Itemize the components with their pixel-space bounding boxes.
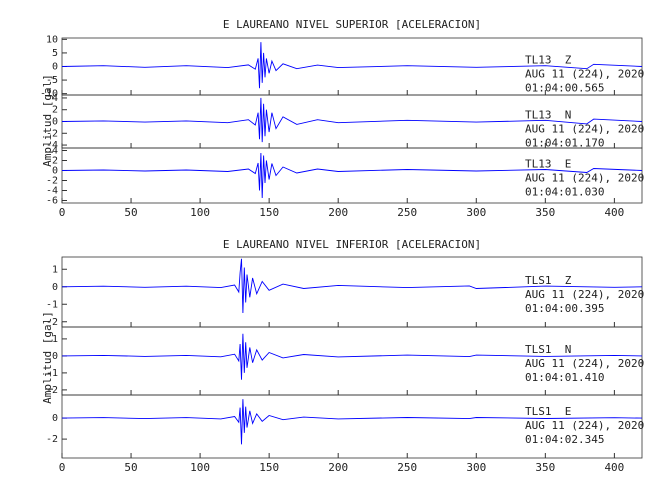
time-label: 01:04:01.410 bbox=[525, 371, 604, 384]
chart-title: E LAUREANO NIVEL SUPERIOR [ACELERACION] bbox=[223, 18, 481, 31]
station-label: TL13 E bbox=[525, 158, 571, 171]
y-tick-label: -2 bbox=[46, 317, 58, 328]
y-tick-label: -5 bbox=[46, 75, 58, 86]
y-tick-label: 4 bbox=[52, 93, 58, 104]
x-tick-label: 350 bbox=[535, 461, 555, 474]
trace bbox=[61, 399, 643, 445]
station-label: TLS1 N bbox=[525, 343, 571, 356]
y-tick-label: 0 bbox=[52, 166, 58, 177]
x-tick-label: 300 bbox=[466, 461, 486, 474]
trace bbox=[61, 333, 643, 380]
trace bbox=[61, 258, 643, 314]
y-tick-label: -2 bbox=[46, 434, 58, 445]
y-tick-label: -2 bbox=[46, 128, 58, 139]
x-tick-label: 150 bbox=[259, 461, 279, 474]
time-label: 01:04:00.395 bbox=[525, 302, 604, 315]
y-tick-label: 2 bbox=[52, 156, 58, 167]
y-tick-label: 0 bbox=[52, 413, 58, 424]
date-label: AUG 11 (224), 2020 bbox=[525, 419, 644, 432]
x-tick-label: 100 bbox=[190, 461, 210, 474]
x-tick-label: 350 bbox=[535, 206, 555, 219]
x-tick-label: 50 bbox=[124, 206, 137, 219]
y-tick-label: -2 bbox=[46, 385, 58, 396]
y-tick-label: -1 bbox=[46, 368, 58, 379]
y-tick-label: 1 bbox=[52, 264, 58, 275]
subplot-frame bbox=[61, 147, 643, 204]
y-tick-label: 0 bbox=[52, 282, 58, 293]
x-tick-label: 150 bbox=[259, 206, 279, 219]
y-tick-label: 0 bbox=[52, 62, 58, 73]
trace bbox=[61, 97, 643, 143]
x-tick-label: 250 bbox=[397, 206, 417, 219]
y-tick-label: -1 bbox=[46, 299, 58, 310]
trace bbox=[61, 42, 643, 89]
y-tick-label: -2 bbox=[46, 176, 58, 187]
time-label: 01:04:00.565 bbox=[525, 82, 604, 95]
subplot-frame bbox=[61, 394, 643, 459]
y-axis-label: Amplitud [gal] bbox=[41, 74, 54, 167]
y-tick-label: 10 bbox=[46, 34, 58, 45]
x-tick-label: 0 bbox=[59, 461, 66, 474]
y-tick-label: 0 bbox=[52, 117, 58, 128]
y-tick-label: -6 bbox=[46, 196, 58, 207]
y-tick-label: -4 bbox=[46, 186, 58, 197]
x-tick-label: 400 bbox=[604, 461, 624, 474]
station-label: TLS1 E bbox=[525, 405, 571, 418]
y-tick-label: 4 bbox=[52, 146, 58, 157]
x-tick-label: 50 bbox=[124, 461, 137, 474]
x-tick-label: 200 bbox=[328, 206, 348, 219]
y-tick-label: 5 bbox=[52, 48, 58, 59]
x-tick-label: 0 bbox=[59, 206, 66, 219]
date-label: AUG 11 (224), 2020 bbox=[525, 123, 644, 136]
date-label: AUG 11 (224), 2020 bbox=[525, 68, 644, 81]
date-label: AUG 11 (224), 2020 bbox=[525, 288, 644, 301]
date-label: AUG 11 (224), 2020 bbox=[525, 172, 644, 185]
y-tick-label: -10 bbox=[40, 89, 58, 100]
trace bbox=[61, 152, 643, 199]
date-label: AUG 11 (224), 2020 bbox=[525, 357, 644, 370]
y-tick-label: 2 bbox=[52, 105, 58, 116]
time-label: 01:04:01.170 bbox=[525, 137, 604, 150]
x-tick-label: 100 bbox=[190, 206, 210, 219]
time-label: 01:04:02.345 bbox=[525, 433, 604, 446]
station-label: TL13 N bbox=[525, 109, 571, 122]
y-tick-label: 1 bbox=[52, 334, 58, 345]
x-tick-label: 200 bbox=[328, 461, 348, 474]
station-label: TL13 Z bbox=[525, 54, 572, 67]
x-tick-label: 250 bbox=[397, 461, 417, 474]
station-label: TLS1 Z bbox=[525, 274, 572, 287]
x-tick-label: 400 bbox=[604, 206, 624, 219]
y-axis-label: Amplitud [gal] bbox=[41, 311, 54, 404]
x-tick-label: 300 bbox=[466, 206, 486, 219]
y-tick-label: -4 bbox=[46, 140, 58, 151]
time-label: 01:04:01.030 bbox=[525, 186, 604, 199]
chart-title: E LAUREANO NIVEL INFERIOR [ACELERACION] bbox=[223, 238, 481, 251]
y-tick-label: 0 bbox=[52, 351, 58, 362]
